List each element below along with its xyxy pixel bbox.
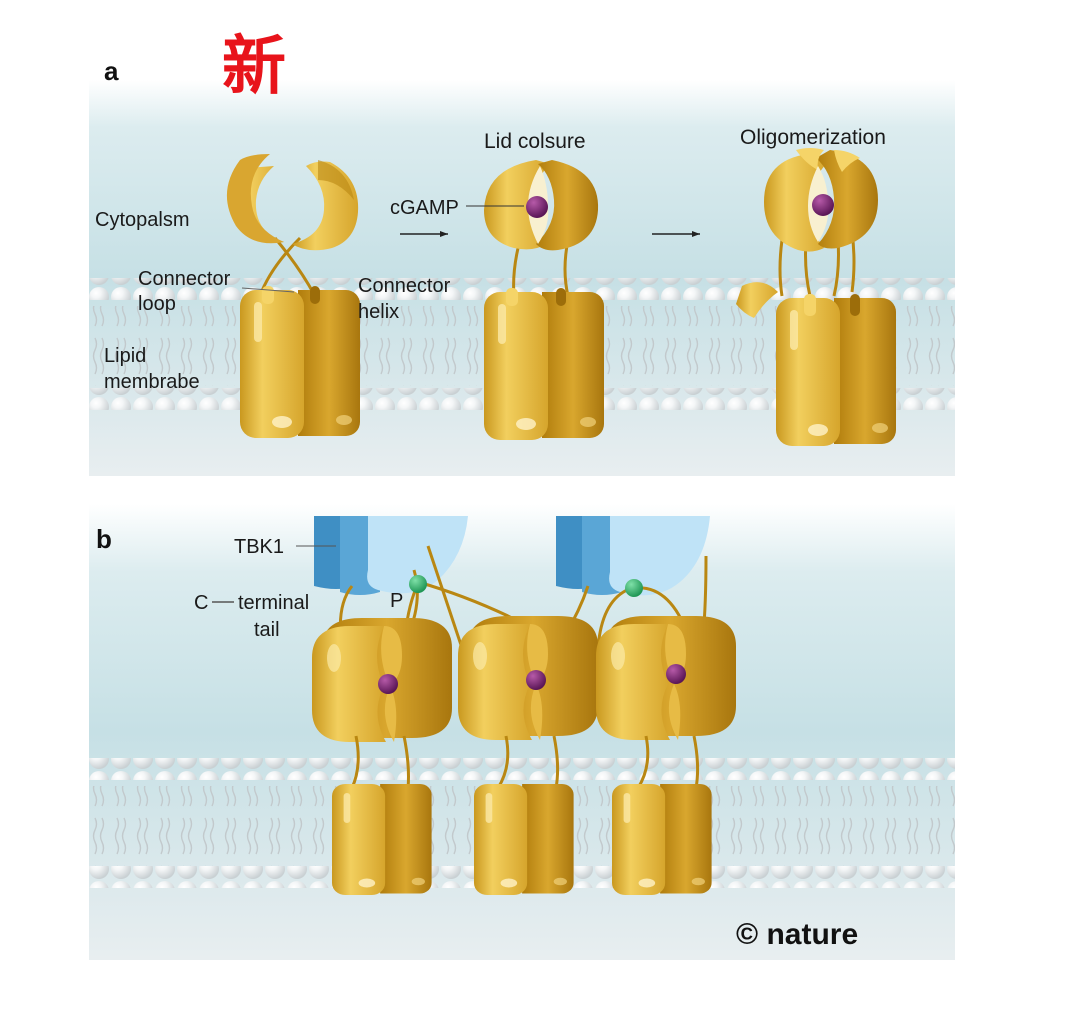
phospho-group [625,579,643,597]
oligomerization-label: Oligomerization [740,126,886,149]
cgamp-molecule [526,670,546,690]
sting-tm-dimer [332,784,432,895]
c-terminal-label-line2: tail [254,619,280,641]
sting-lid-closure-state [484,160,604,440]
connector-helix-label-line2: helix [358,301,399,323]
connector-loop-label-line2: loop [138,293,176,315]
panel-a-letter: a [104,56,119,86]
cgamp-molecule [378,674,398,694]
transition-arrow [652,231,700,237]
tbk1-complex [314,516,468,595]
cgamp-molecule [526,196,548,218]
connector-helix-label-line1: Connector [358,275,451,297]
cgamp-label: cGAMP [390,197,459,219]
transition-arrow [400,231,448,237]
lid-closure-label: Lid colsure [484,130,586,153]
new-badge: 新 [222,30,286,104]
sting-lbd-dimer [596,616,736,740]
c-terminal-label-line1: terminal [238,592,309,614]
cgamp-molecule [666,664,686,684]
connector-loop-label-line1: Connector [138,268,231,290]
nature-credit: © nature [736,918,858,951]
cytoplasm-label: Cytopalsm [95,209,189,231]
phospho-group [409,575,427,593]
cgamp-molecule [812,194,834,216]
lipid-membrane-label-line2: membrabe [104,371,200,393]
lipid-membrane-label-line1: Lipid [104,345,146,367]
panel-b-letter: b [96,524,112,554]
c-terminal-label-c: C [194,592,208,614]
sting-open-state [226,154,360,438]
panel-b: b TBK1 C terminal tail P © nature [89,504,955,960]
sting-tm-dimer [612,784,712,895]
tbk1-label: TBK1 [234,536,284,558]
sting-tm-dimer [474,784,574,895]
tbk1-complex [556,516,710,596]
sting-oligomer-state [736,148,896,446]
panel-a: a 新 Cytopalsm Connector loop Connector h… [89,30,955,476]
phospho-label: P [390,590,403,612]
